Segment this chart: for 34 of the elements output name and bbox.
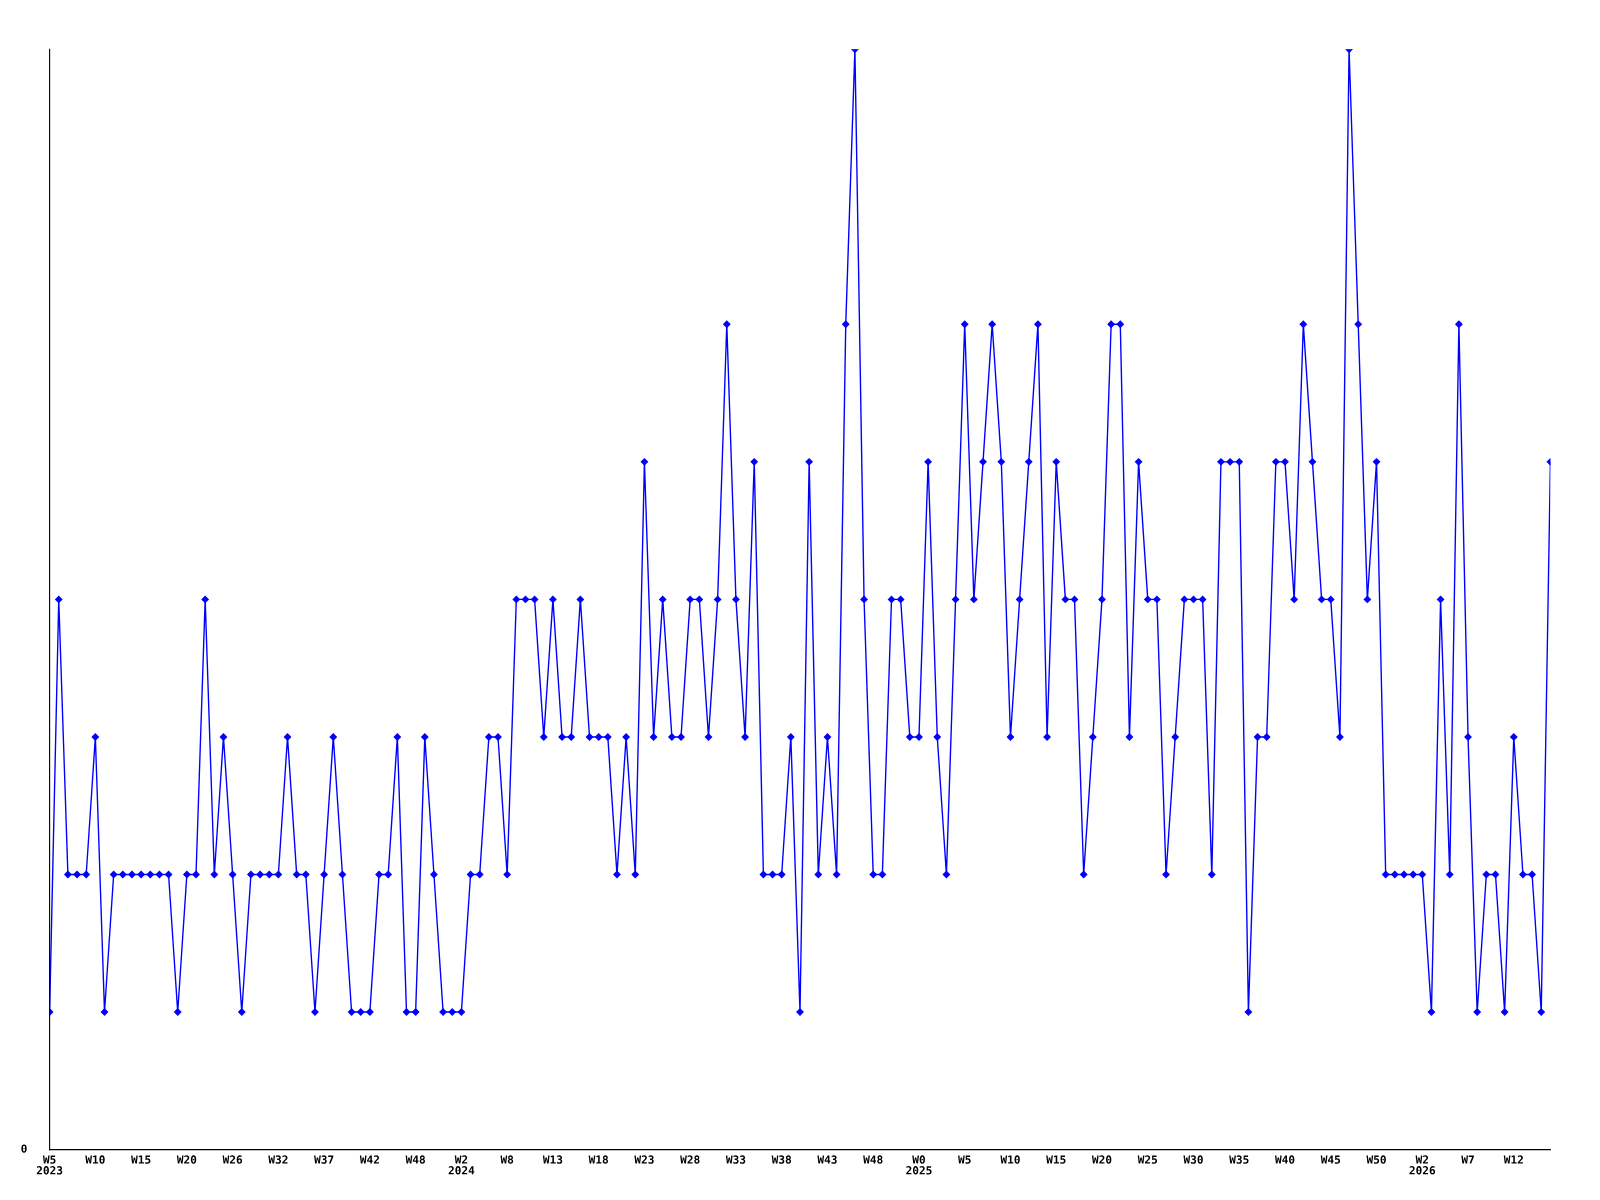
x-tick-label: W18 bbox=[588, 1155, 609, 1164]
x-tick-label: W20 bbox=[176, 1155, 197, 1164]
x-tick-label: W2 2024 bbox=[448, 1155, 475, 1175]
x-tick-label: W42 bbox=[359, 1155, 380, 1164]
x-tick-label: W10 bbox=[85, 1155, 105, 1164]
text: 0 bbox=[21, 1144, 27, 1153]
x-tick-label: W25 bbox=[1137, 1155, 1158, 1164]
x-tick-label: W26 bbox=[222, 1155, 243, 1164]
x-tick-label: W28 bbox=[680, 1155, 700, 1164]
x-tick-label: W35 bbox=[1229, 1155, 1249, 1164]
x-tick-label: W15 bbox=[1046, 1155, 1066, 1164]
x-tick-label: W43 bbox=[817, 1155, 837, 1164]
x-tick-label: W5 2023 bbox=[36, 1155, 63, 1175]
x-tick-label: W48 bbox=[863, 1155, 883, 1164]
x-tick-label: W13 bbox=[542, 1155, 563, 1164]
x-tick-label: W8 bbox=[500, 1155, 514, 1164]
x-tick-label: W7 bbox=[1461, 1155, 1474, 1164]
x-tick-label: W0 2025 bbox=[906, 1155, 932, 1175]
x-tick-label: W20 bbox=[1091, 1155, 1112, 1164]
x-tick-label: W12 bbox=[1503, 1155, 1523, 1164]
x-tick-label: W5 bbox=[958, 1155, 971, 1164]
x-tick-label: W30 bbox=[1183, 1155, 1203, 1164]
x-tick-label: W40 bbox=[1274, 1155, 1295, 1164]
x-tick-label: W50 bbox=[1366, 1155, 1386, 1164]
x-tick-label: W10 bbox=[1000, 1155, 1020, 1164]
x-tick-label: W32 bbox=[268, 1155, 288, 1164]
x-tick-label: W33 bbox=[725, 1155, 746, 1164]
x-tick-label: W45 bbox=[1320, 1155, 1341, 1164]
x-tick-label: W48 bbox=[405, 1155, 425, 1164]
x-tick-label: W2 2026 bbox=[1409, 1155, 1436, 1175]
x-tick-label: W38 bbox=[771, 1155, 792, 1164]
x-tick-label: W15 bbox=[131, 1155, 151, 1164]
x-tick-label: W23 bbox=[634, 1155, 654, 1164]
x-tick-label: W37 bbox=[314, 1155, 334, 1164]
